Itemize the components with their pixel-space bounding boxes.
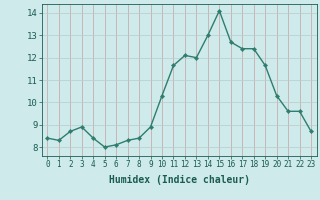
X-axis label: Humidex (Indice chaleur): Humidex (Indice chaleur) — [109, 175, 250, 185]
